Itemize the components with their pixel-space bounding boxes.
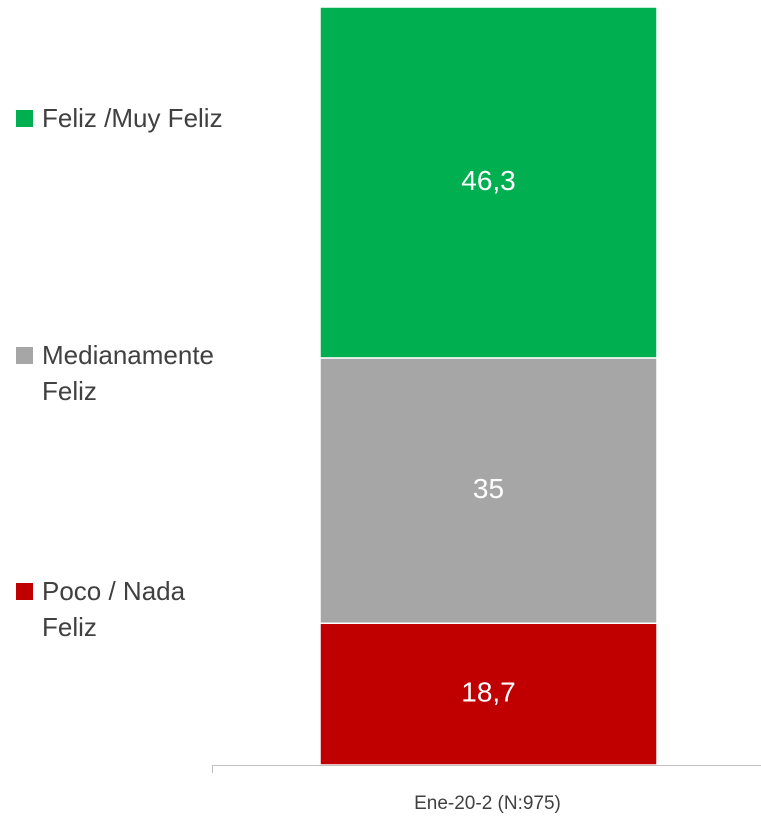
legend-swatch [16,583,33,600]
legend-swatch [16,347,33,364]
data-label: 18,7 [461,677,516,708]
legend-item: Feliz /Muy Feliz [16,100,234,136]
bar-segment [319,6,658,359]
data-label: 46,3 [461,165,516,196]
x-tick-label: Ene-20-2 (N:975) [414,793,561,814]
data-label: 35 [473,473,504,504]
legend-item: Poco / Nada Feliz [16,573,234,645]
bar-segment [319,622,658,766]
legend-label: Poco / Nada Feliz [42,576,186,642]
legend-item: Medianamente Feliz [16,337,234,409]
legend-label: Medianamente Feliz [42,340,214,406]
legend-swatch [16,110,33,127]
legend-label: Feliz /Muy Feliz [42,103,223,133]
